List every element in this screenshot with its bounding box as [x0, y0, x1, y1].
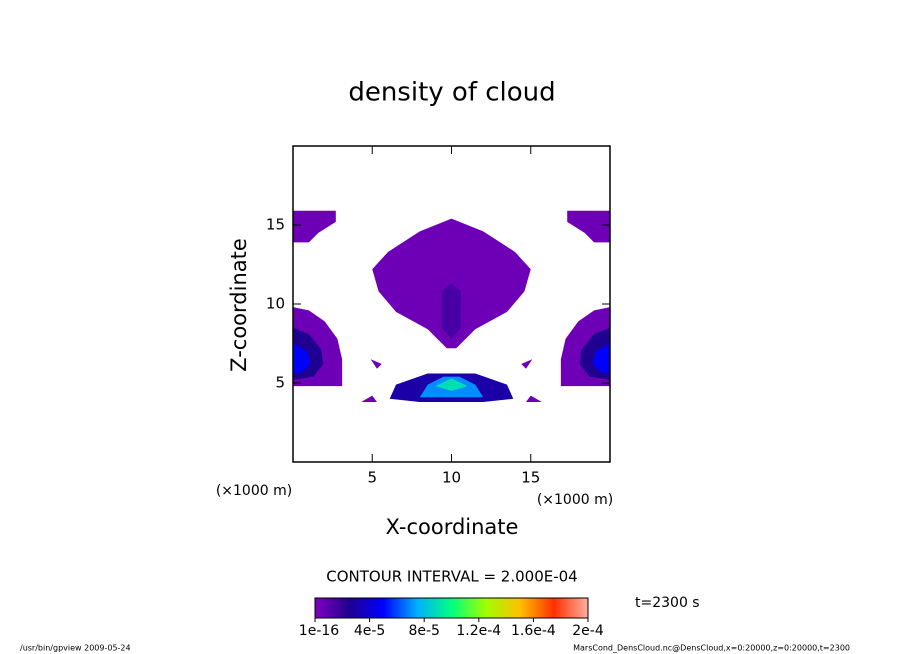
contour-region — [525, 395, 542, 402]
contour-region — [293, 210, 336, 243]
colorbar-tick-label: 1.6e-4 — [511, 623, 556, 639]
plot-area — [293, 210, 610, 402]
y-unit: (×1000 m) — [216, 483, 292, 499]
contour-region — [370, 359, 382, 369]
x-tick-label: 5 — [367, 469, 377, 487]
footer-left: /usr/bin/gpview 2009-05-24 — [20, 644, 131, 653]
colorbar-tick-label: 8e-5 — [408, 623, 439, 639]
contour-region — [567, 210, 610, 243]
colorbar-tick-label: 1.2e-4 — [456, 623, 501, 639]
contour-region — [435, 378, 468, 391]
contour-region — [441, 283, 462, 339]
colorbar-tick-label: 2e-4 — [572, 623, 604, 639]
contour-region — [361, 395, 378, 402]
x-unit: (×1000 m) — [537, 492, 613, 508]
colorbar-tick-label: 4e-5 — [354, 623, 385, 639]
colorbar — [314, 597, 589, 619]
chart-title: density of cloud — [348, 78, 555, 108]
footer-right: MarsCond_DensCloud.nc@DensCloud,x=0:2000… — [573, 644, 850, 653]
x-axis-label: X-coordinate — [386, 515, 519, 539]
contour-region — [592, 343, 610, 374]
colorbar-tick-label: 1e-16 — [299, 623, 339, 639]
contour-region — [521, 359, 533, 369]
y-tick-label: 10 — [266, 295, 285, 313]
x-tick-label: 15 — [521, 469, 540, 487]
time-label: t=2300 s — [635, 595, 700, 611]
y-tick-label: 5 — [275, 374, 285, 392]
contour-interval: CONTOUR INTERVAL = 2.000E-04 — [326, 568, 577, 586]
contour-region — [293, 343, 311, 374]
y-axis-label: Z-coordinate — [227, 238, 251, 372]
y-tick-label: 15 — [266, 216, 285, 234]
x-tick-label: 10 — [442, 469, 461, 487]
